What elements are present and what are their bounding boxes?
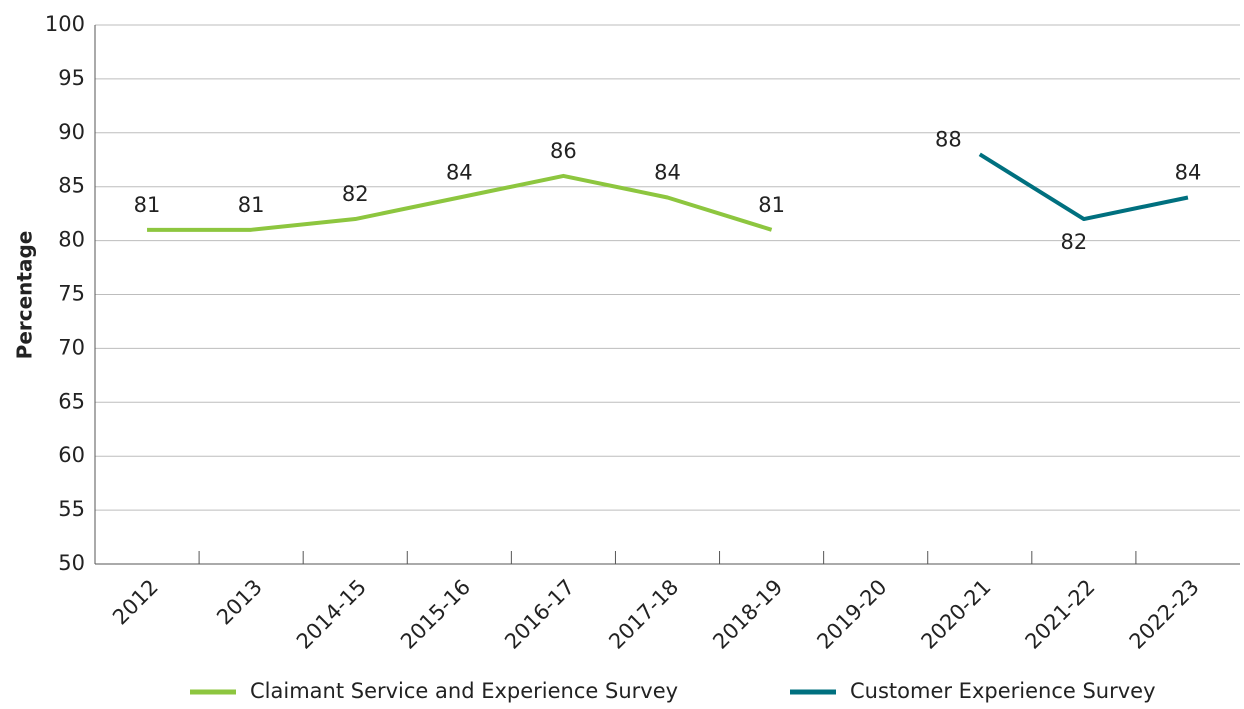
x-tick-label: 2013 [212, 575, 267, 630]
line [978, 152, 1189, 222]
y-tick-label: 100 [45, 12, 85, 36]
x-tick-label: 2014-15 [292, 575, 371, 654]
data-label: 82 [1060, 230, 1087, 254]
x-tick-label: 2018-19 [708, 575, 787, 654]
y-tick-label: 80 [58, 228, 85, 252]
y-tick-label: 90 [58, 120, 85, 144]
data-label: 84 [446, 160, 473, 184]
x-tick-label: 2016-17 [500, 575, 579, 654]
y-tick-label: 75 [58, 282, 85, 306]
data-label: 81 [758, 193, 785, 217]
x-tick-label: 2022-23 [1125, 575, 1204, 654]
data-label: 88 [935, 127, 962, 151]
x-tick-label: 2020-21 [917, 575, 996, 654]
data-label: 84 [654, 160, 681, 184]
y-tick-label: 65 [58, 389, 85, 413]
y-tick-label: 55 [58, 497, 85, 521]
y-tick-label: 95 [58, 66, 85, 90]
data-label: 86 [550, 139, 577, 163]
data-label: 82 [342, 182, 369, 206]
y-tick-label: 50 [58, 551, 85, 575]
x-tick-label: 2012 [108, 575, 163, 630]
y-tick-label: 85 [58, 174, 85, 198]
x-tick-label: 2017-18 [604, 575, 683, 654]
y-tick-label: 70 [58, 335, 85, 359]
x-tick-label: 2019-20 [812, 575, 891, 654]
x-tick-label: 2021-22 [1021, 575, 1100, 654]
legend-label: Customer Experience Survey [850, 679, 1156, 703]
y-tick-label: 60 [58, 443, 85, 467]
x-tick-label: 2015-16 [396, 575, 475, 654]
data-label: 84 [1175, 160, 1202, 184]
line [147, 173, 773, 232]
data-label: 81 [238, 193, 265, 217]
legend-label: Claimant Service and Experience Survey [250, 679, 678, 703]
data-label: 81 [134, 193, 161, 217]
y-axis-label: Percentage [13, 231, 37, 360]
